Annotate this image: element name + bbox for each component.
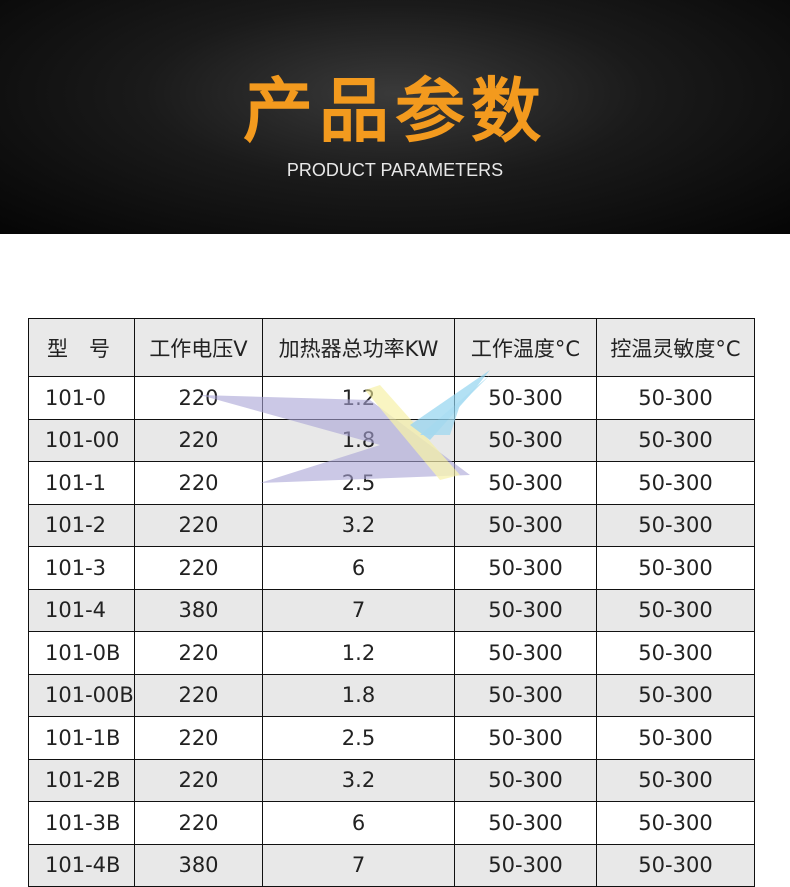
table-row: 101-0 220 1.2 50-300 50-300 [28, 376, 755, 420]
table-cell: 50-300 [596, 588, 755, 632]
table-cell: 220 [134, 376, 263, 420]
table-row: 101-00 220 1.8 50-300 50-300 [28, 418, 755, 462]
table-cell: 101-2 [28, 503, 135, 547]
table-cell: 50-300 [454, 673, 597, 717]
table-row: 101-2 220 3.2 50-300 50-300 [28, 503, 755, 547]
table-cell: 50-300 [596, 546, 755, 590]
table-cell: 50-300 [454, 716, 597, 760]
table-row: 101-1B 220 2.5 50-300 50-300 [28, 716, 755, 760]
table-cell: 101-3B [28, 801, 135, 845]
table-cell: 50-300 [454, 418, 597, 462]
table-cell: 220 [134, 546, 263, 590]
table-cell: 2.5 [262, 461, 455, 505]
table-row: 101-00B 220 1.8 50-300 50-300 [28, 673, 755, 717]
table-cell: 101-3 [28, 546, 135, 590]
table-cell: 101-0 [28, 376, 135, 420]
table-cell: 101-2B [28, 758, 135, 802]
table-cell: 50-300 [454, 801, 597, 845]
table-cell: 1.2 [262, 376, 455, 420]
table-row: 101-3B 220 6 50-300 50-300 [28, 801, 755, 845]
page-subtitle: PRODUCT PARAMETERS [286, 160, 504, 180]
table-row: 101-3 220 6 50-300 50-300 [28, 546, 755, 590]
table-cell: 50-300 [454, 631, 597, 675]
table-cell: 1.8 [262, 418, 455, 462]
column-header: 工作温度°C [454, 318, 597, 377]
table-row: 101-4B 380 7 50-300 50-300 [28, 843, 755, 887]
table-cell: 220 [134, 631, 263, 675]
table-cell: 1.8 [262, 673, 455, 717]
table-cell: 50-300 [596, 418, 755, 462]
table-cell: 50-300 [596, 631, 755, 675]
table-cell: 380 [134, 843, 263, 887]
table-cell: 50-300 [454, 546, 597, 590]
table-cell: 50-300 [596, 461, 755, 505]
table-cell: 220 [134, 461, 263, 505]
table-row: 101-2B 220 3.2 50-300 50-300 [28, 758, 755, 802]
table-cell: 6 [262, 546, 455, 590]
column-header: 工作电压V [134, 318, 263, 377]
table-cell: 50-300 [596, 673, 755, 717]
page-title: 产品参数 [243, 70, 547, 152]
table-cell: 7 [262, 843, 455, 887]
table-cell: 50-300 [596, 376, 755, 420]
table-cell: 101-00B [28, 673, 135, 717]
table-cell: 1.2 [262, 631, 455, 675]
table-cell: 2.5 [262, 716, 455, 760]
table-cell: 50-300 [596, 801, 755, 845]
table-row: 101-1 220 2.5 50-300 50-300 [28, 461, 755, 505]
table-cell: 101-1 [28, 461, 135, 505]
table-cell: 220 [134, 758, 263, 802]
table-cell: 50-300 [596, 843, 755, 887]
table-row: 101-4 380 7 50-300 50-300 [28, 588, 755, 632]
table-cell: 3.2 [262, 758, 455, 802]
table-cell: 7 [262, 588, 455, 632]
table-cell: 220 [134, 716, 263, 760]
table-cell: 220 [134, 801, 263, 845]
table-cell: 50-300 [454, 843, 597, 887]
table-cell: 50-300 [596, 716, 755, 760]
table-header-row: 型 号工作电压V 加热器总功率KW 工作温度°C 控温灵敏度°C [28, 318, 755, 377]
table-cell: 50-300 [454, 376, 597, 420]
table-cell: 6 [262, 801, 455, 845]
column-header: 控温灵敏度°C [596, 318, 755, 377]
table-cell: 50-300 [454, 461, 597, 505]
column-header: 型 号 [28, 318, 135, 377]
table-row: 101-0B 220 1.2 50-300 50-300 [28, 631, 755, 675]
table-cell: 101-0B [28, 631, 135, 675]
table-cell: 50-300 [454, 588, 597, 632]
parameters-table-body: 型 号工作电压V 加热器总功率KW 工作温度°C 控温灵敏度°C 101-0 220 1.2… [28, 318, 755, 887]
parameters-table: 型 号工作电压V 加热器总功率KW 工作温度°C 控温灵敏度°C 101-0 220 1.2… [28, 318, 755, 887]
table-cell: 220 [134, 673, 263, 717]
header-banner: 产品参数 PRODUCT PARAMETERS [0, 0, 790, 234]
table-cell: 50-300 [454, 503, 597, 547]
table-cell: 101-4B [28, 843, 135, 887]
table-cell: 380 [134, 588, 263, 632]
table-cell: 50-300 [454, 758, 597, 802]
table-cell: 220 [134, 503, 263, 547]
table-cell: 3.2 [262, 503, 455, 547]
table-cell: 50-300 [596, 758, 755, 802]
table-cell: 220 [134, 418, 263, 462]
table-cell: 50-300 [596, 503, 755, 547]
table-cell: 101-4 [28, 588, 135, 632]
column-header: 加热器总功率KW [262, 318, 455, 377]
table-cell: 101-00 [28, 418, 135, 462]
table-cell: 101-1B [28, 716, 135, 760]
